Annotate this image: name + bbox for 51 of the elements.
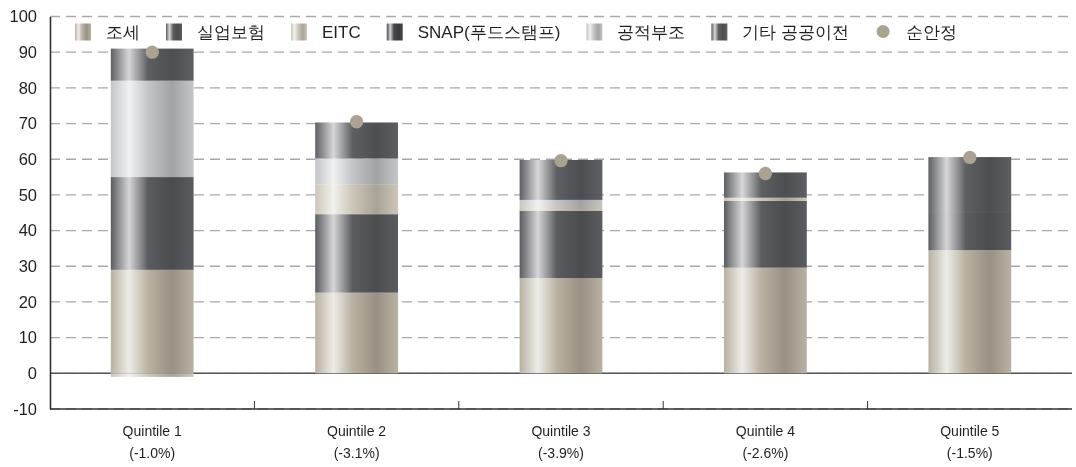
y-tick-label: 70 bbox=[18, 114, 37, 133]
bar bbox=[928, 250, 1012, 374]
bar bbox=[519, 205, 603, 211]
y-tick-label: 0 bbox=[27, 364, 37, 383]
bar bbox=[519, 210, 603, 279]
x-tick-label: Quintile 3 (-3.9%) bbox=[531, 423, 591, 461]
point bbox=[349, 115, 364, 129]
bar bbox=[724, 267, 807, 374]
bar bbox=[519, 278, 603, 374]
point bbox=[963, 150, 977, 165]
x-tick-label: Quintile 4 (-2.6%) bbox=[735, 423, 796, 461]
legend-label: SNAP(푸드스탬프) bbox=[417, 22, 561, 42]
bar bbox=[110, 80, 194, 178]
legend-label: 기타 공공이전 bbox=[742, 22, 850, 42]
legend-label: 순안정 bbox=[906, 22, 958, 42]
bar bbox=[519, 159, 603, 200]
y-tick-label: 10 bbox=[18, 328, 37, 347]
bar bbox=[110, 269, 194, 374]
bar bbox=[928, 212, 1012, 251]
x-tick-label: Quintile 5 (-1.5%) bbox=[940, 423, 1000, 461]
x-tick-label: Quintile 2 (-3.1%) bbox=[327, 423, 387, 461]
y-tick-label: 20 bbox=[18, 292, 37, 311]
bar bbox=[315, 158, 398, 185]
y-tick-label: 40 bbox=[18, 221, 37, 240]
point bbox=[758, 166, 773, 181]
bar bbox=[724, 200, 807, 268]
legend-label: EITC bbox=[322, 22, 361, 42]
y-tick-label: 50 bbox=[18, 185, 37, 204]
bar bbox=[724, 197, 807, 201]
point bbox=[554, 153, 568, 168]
y-tick-label: 90 bbox=[18, 42, 37, 61]
y-tick-label: 100 bbox=[9, 7, 37, 26]
bar bbox=[519, 199, 603, 206]
bar bbox=[315, 214, 398, 293]
y-tick-label: -10 bbox=[13, 399, 37, 418]
bar bbox=[315, 122, 398, 159]
bar bbox=[724, 172, 807, 198]
bar bbox=[928, 157, 1012, 213]
x-tick-label: Quintile 1 (-1.0%) bbox=[122, 423, 182, 461]
bar bbox=[315, 292, 398, 374]
bar bbox=[110, 373, 194, 377]
legend-label: 실업보험 bbox=[197, 22, 265, 42]
bar bbox=[110, 48, 194, 81]
point bbox=[145, 45, 159, 59]
y-tick-label: 60 bbox=[18, 150, 37, 169]
y-tick-label: 80 bbox=[18, 78, 37, 97]
legend-label: 공적부조 bbox=[617, 22, 686, 42]
legend-label: 조세 bbox=[106, 22, 140, 42]
y-tick-label: 30 bbox=[18, 257, 37, 276]
bar bbox=[315, 184, 398, 215]
bar bbox=[110, 177, 194, 270]
